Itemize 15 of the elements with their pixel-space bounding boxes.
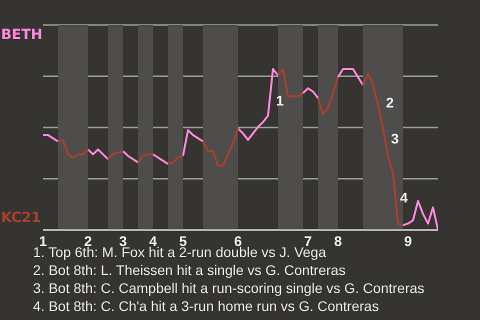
- x-tick-label: 4: [149, 232, 158, 249]
- x-tick-label: 1: [39, 232, 48, 249]
- x-tick-label: 7: [304, 232, 312, 249]
- text: 2. Bot 8th: L. Theissen hit a single vs G. Contreras: [33, 261, 347, 279]
- x-tick-label: 8: [334, 232, 342, 249]
- annotation: 3: [391, 130, 399, 147]
- x-tick-label: 9: [404, 232, 412, 249]
- x-tick-label: 6: [234, 232, 242, 249]
- annotation: 1: [276, 92, 284, 109]
- text: KC21: [1, 210, 41, 226]
- annotation: 4: [400, 190, 408, 206]
- text: 4. Bot 8th: C. Ch'a hit a 3-run home run vs G. Contreras: [33, 297, 380, 315]
- text: BETH: [1, 27, 43, 43]
- annotation: 2: [386, 94, 394, 111]
- text: 3. Bot 8th: C. Campbell hit a run-scoring single vs G. Contreras: [33, 279, 424, 297]
